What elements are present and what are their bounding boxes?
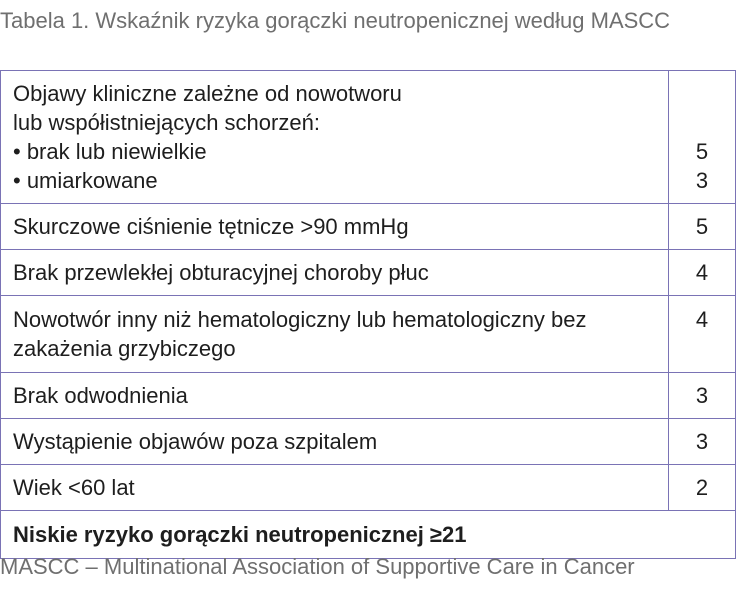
summary-cell: Niskie ryzyko gorączki neutropenicznej ≥… (0, 510, 736, 559)
table-row: Nowotwór inny niż hematologiczny lub hem… (0, 295, 736, 373)
criterion-bullet: • brak lub niewielkie (13, 139, 207, 164)
criterion-cell: Nowotwór inny niż hematologiczny lub hem… (0, 295, 669, 373)
mascc-risk-table: Objawy kliniczne zależne od nowotworu lu… (0, 70, 736, 559)
criterion-line: Objawy kliniczne zależne od nowotworu (13, 81, 402, 106)
criterion-line: lub współistniejących schorzeń: (13, 110, 320, 135)
criterion-cell: Skurczowe ciśnienie tętnicze >90 mmHg (0, 203, 669, 250)
summary-row: Niskie ryzyko gorączki neutropenicznej ≥… (0, 510, 736, 559)
table-row: Skurczowe ciśnienie tętnicze >90 mmHg 5 (0, 203, 736, 250)
criterion-cell: Objawy kliniczne zależne od nowotworu lu… (0, 70, 669, 204)
score-value: 2 (668, 464, 736, 511)
criterion-cell: Brak odwodnienia (0, 372, 669, 419)
criterion-cell: Brak przewlekłej obturacyjnej choroby pł… (0, 249, 669, 296)
score-value: 3 (668, 418, 736, 465)
table-caption: Tabela 1. Wskaźnik ryzyka gorączki neutr… (0, 8, 671, 33)
score-line (675, 108, 729, 137)
table-row: Brak odwodnienia 3 (0, 372, 736, 419)
mascc-table-container: Objawy kliniczne zależne od nowotworu lu… (0, 70, 736, 559)
criterion-bullet: • umiarkowane (13, 168, 158, 193)
criterion-cell: Wiek <60 lat (0, 464, 669, 511)
score-value: 5 (695, 139, 709, 164)
criterion-cell: Wystąpienie objawów poza szpitalem (0, 418, 669, 465)
table-row: Brak przewlekłej obturacyjnej choroby pł… (0, 249, 736, 296)
score-value: 4 (668, 249, 736, 296)
score-cell: 5 3 (668, 70, 736, 204)
score-value: 4 (668, 295, 736, 373)
table-row: Wystąpienie objawów poza szpitalem 3 (0, 418, 736, 465)
score-value: 5 (668, 203, 736, 250)
score-value: 3 (668, 372, 736, 419)
score-value: 3 (695, 168, 709, 193)
score-line (675, 79, 729, 108)
table-row: Objawy kliniczne zależne od nowotworu lu… (0, 70, 736, 204)
table-row: Wiek <60 lat 2 (0, 464, 736, 511)
table-footnote: MASCC – Multinational Association of Sup… (0, 554, 635, 579)
